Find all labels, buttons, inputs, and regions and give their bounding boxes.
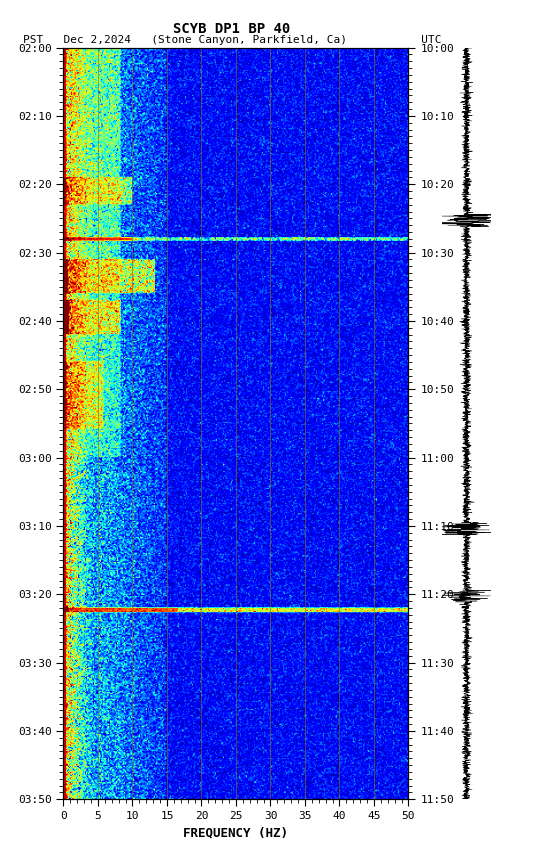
X-axis label: FREQUENCY (HZ): FREQUENCY (HZ) xyxy=(183,827,289,840)
Text: PST   Dec 2,2024   (Stone Canyon, Parkfield, Ca)           UTC: PST Dec 2,2024 (Stone Canyon, Parkfield,… xyxy=(23,35,441,46)
Text: SCYB DP1 BP 40: SCYB DP1 BP 40 xyxy=(173,22,290,35)
